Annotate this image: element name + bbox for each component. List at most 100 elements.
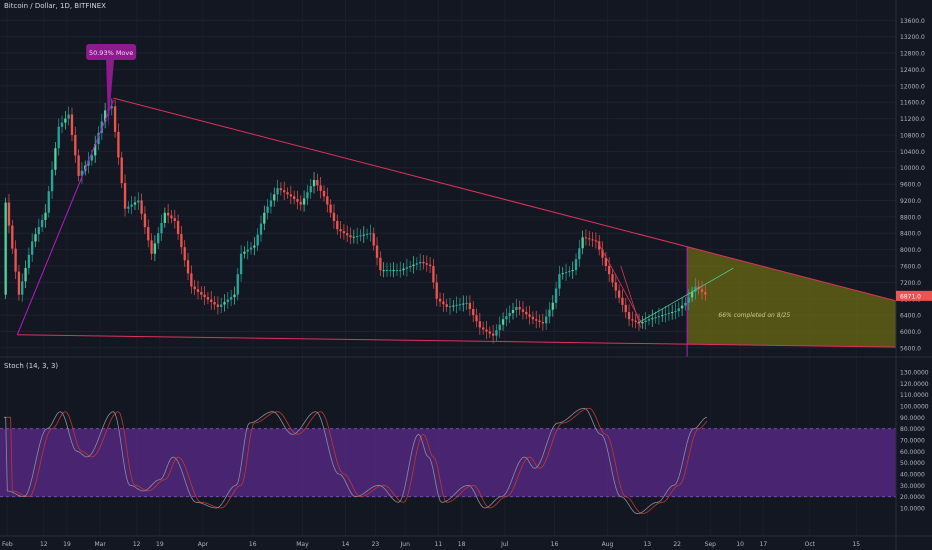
annotations: 50.93% Move 66% completed on 8/25 6871.0 (86, 44, 932, 319)
candle-body (166, 212, 170, 216)
candle-body (31, 241, 34, 255)
candle-body (468, 302, 472, 309)
price-tick-label: 6000.0 (900, 329, 921, 336)
candle-body (355, 235, 359, 237)
candle-body (475, 315, 478, 322)
stochastic-panel (0, 407, 896, 515)
candle-body (657, 316, 661, 318)
candle-body (558, 274, 561, 289)
candle-body (528, 314, 531, 317)
candle-body (598, 241, 601, 250)
candle-body (399, 270, 402, 272)
stoch-tick-label: 120.0000 (900, 381, 929, 388)
candle-body (289, 194, 292, 197)
candle-body (183, 247, 186, 261)
time-tick-label: Mar (94, 541, 106, 548)
time-tick-label: 13 (643, 541, 651, 548)
candle-body (64, 118, 67, 123)
candle-body (485, 329, 488, 332)
candle-body (425, 263, 428, 265)
candle-body (535, 319, 538, 321)
time-tick-label: Oct (805, 541, 816, 548)
candle-body (94, 144, 97, 156)
price-tick-label: 7600.0 (900, 264, 921, 271)
wedge-projection (686, 246, 896, 357)
candle-body (644, 320, 647, 322)
candle-body (123, 183, 127, 209)
candle-body (624, 304, 627, 313)
candle-body (538, 320, 541, 322)
candle-body (687, 297, 690, 303)
candle-body (21, 281, 24, 295)
candle-body (491, 333, 495, 336)
trendlines (16, 97, 897, 348)
wedge-bottom-trendline (17, 334, 897, 348)
candle-body (147, 227, 150, 241)
candle-body (326, 196, 329, 205)
candle-body (614, 282, 617, 291)
stoch-band (0, 428, 896, 497)
stoch-tick-label: 70.0000 (900, 438, 925, 445)
candle-body (283, 190, 286, 193)
current-price-label: 6871.0 (900, 293, 921, 300)
candle-body (564, 272, 568, 274)
candle-body (704, 291, 707, 295)
candle-body (27, 254, 31, 269)
candle-body (375, 245, 379, 258)
stoch-tick-label: 40.0000 (900, 472, 925, 479)
candle-body (74, 134, 77, 156)
candle-body (4, 202, 7, 295)
candle-body (568, 271, 571, 273)
candle-body (661, 315, 664, 317)
candle-body (150, 240, 153, 254)
candle-body (458, 304, 462, 306)
candle-body (694, 286, 697, 292)
candle-body (591, 239, 594, 241)
candle-body (220, 304, 223, 307)
candle-body (127, 206, 130, 209)
candle-body (551, 302, 554, 310)
stoch-tick-label: 10.0000 (900, 506, 925, 513)
candle-body (465, 302, 468, 304)
candle-body (186, 260, 190, 274)
time-tick-label: Aug (602, 541, 614, 548)
candle-body (140, 200, 143, 214)
candle-body (561, 273, 564, 275)
callout-pointer (106, 59, 115, 128)
candle-body (292, 196, 296, 200)
candle-body (203, 294, 206, 298)
price-tick-label: 8400.0 (900, 231, 921, 238)
candle-body (521, 309, 525, 312)
candle-body (428, 264, 432, 266)
candle-body (472, 309, 475, 316)
time-tick-label: 12 (133, 541, 141, 548)
time-tick-label: 23 (372, 541, 380, 548)
price-tick-label: 8800.0 (900, 214, 921, 221)
candle-body (206, 297, 210, 300)
candle-body (322, 190, 326, 197)
time-tick-label: 12 (40, 541, 48, 548)
candle-body (369, 233, 372, 235)
candle-body (213, 302, 216, 305)
candle-body (362, 234, 365, 236)
price-tick-label: 5600.0 (900, 345, 921, 352)
candle-body (415, 263, 419, 265)
candle-body (336, 220, 339, 230)
candle-body (170, 215, 173, 219)
time-tick-label: 19 (63, 541, 71, 548)
candle-body (7, 202, 11, 226)
candle-body (478, 321, 482, 328)
stoch-tick-label: 30.0000 (900, 483, 925, 490)
candle-body (690, 291, 694, 298)
candle-body (346, 233, 349, 236)
candle-body (664, 314, 667, 316)
candle-body (110, 106, 113, 109)
time-tick-label: Sep (705, 541, 717, 548)
price-tick-label: 12400.0 (900, 67, 925, 74)
candle-body (571, 270, 574, 272)
candle-body (418, 261, 422, 264)
candle-body (462, 303, 465, 305)
candle-body (223, 302, 226, 305)
price-tick-label: 11200.0 (900, 116, 925, 123)
candle-body (143, 213, 147, 228)
